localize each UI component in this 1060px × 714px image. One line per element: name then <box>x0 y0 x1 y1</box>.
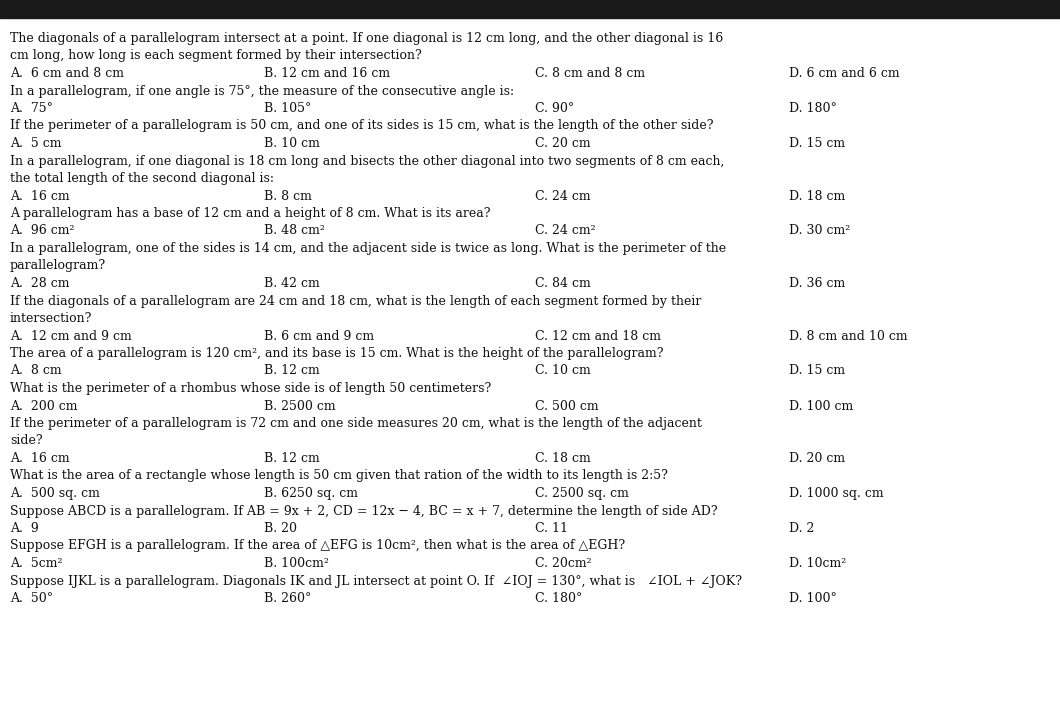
Text: Suppose EFGH is a parallelogram. If the area of △EFG is 10cm², then what is the : Suppose EFGH is a parallelogram. If the … <box>10 540 625 553</box>
Text: A.  28 cm: A. 28 cm <box>10 277 70 290</box>
Text: C. 10 cm: C. 10 cm <box>534 365 590 378</box>
Text: In a parallelogram, if one diagonal is 18 cm long and bisects the other diagonal: In a parallelogram, if one diagonal is 1… <box>10 154 724 168</box>
Text: D. 15 cm: D. 15 cm <box>789 137 845 150</box>
Text: B. 12 cm: B. 12 cm <box>264 452 320 465</box>
Text: A.  9: A. 9 <box>10 522 39 535</box>
Text: D. 100°: D. 100° <box>789 592 837 605</box>
Text: A.  75°: A. 75° <box>10 102 53 115</box>
Text: If the perimeter of a parallelogram is 50 cm, and one of its sides is 15 cm, wha: If the perimeter of a parallelogram is 5… <box>10 119 713 133</box>
Text: A.  16 cm: A. 16 cm <box>10 452 70 465</box>
Text: B. 10 cm: B. 10 cm <box>264 137 320 150</box>
Text: B. 105°: B. 105° <box>264 102 312 115</box>
Text: D. 6 cm and 6 cm: D. 6 cm and 6 cm <box>789 67 900 80</box>
Text: Suppose IJKL is a parallelogram. Diagonals IK and JL intersect at point O. If  ∠: Suppose IJKL is a parallelogram. Diagona… <box>10 575 742 588</box>
Text: D. 2: D. 2 <box>789 522 814 535</box>
Text: parallelogram?: parallelogram? <box>10 259 106 273</box>
Text: A.  50°: A. 50° <box>10 592 53 605</box>
Text: B. 20: B. 20 <box>264 522 298 535</box>
Text: B. 42 cm: B. 42 cm <box>264 277 320 290</box>
Text: B. 100cm²: B. 100cm² <box>264 557 330 570</box>
Text: B. 6250 sq. cm: B. 6250 sq. cm <box>264 487 358 500</box>
Text: side?: side? <box>10 435 42 448</box>
Text: A.  16 cm: A. 16 cm <box>10 189 70 203</box>
Text: The area of a parallelogram is 120 cm², and its base is 15 cm. What is the heigh: The area of a parallelogram is 120 cm², … <box>10 347 664 360</box>
Text: D. 1000 sq. cm: D. 1000 sq. cm <box>789 487 884 500</box>
Text: D. 100 cm: D. 100 cm <box>789 400 853 413</box>
Text: B. 12 cm: B. 12 cm <box>264 365 320 378</box>
Text: A.  200 cm: A. 200 cm <box>10 400 77 413</box>
Text: cm long, how long is each segment formed by their intersection?: cm long, how long is each segment formed… <box>10 49 422 63</box>
Text: If the diagonals of a parallelogram are 24 cm and 18 cm, what is the length of e: If the diagonals of a parallelogram are … <box>10 294 702 308</box>
Text: D. 180°: D. 180° <box>789 102 837 115</box>
Text: intersection?: intersection? <box>10 312 92 325</box>
Text: C. 18 cm: C. 18 cm <box>534 452 590 465</box>
Text: D. 15 cm: D. 15 cm <box>789 365 845 378</box>
Text: C. 24 cm²: C. 24 cm² <box>534 224 596 238</box>
Text: C. 20cm²: C. 20cm² <box>534 557 591 570</box>
Text: C. 12 cm and 18 cm: C. 12 cm and 18 cm <box>534 329 660 343</box>
Text: Suppose ABCD is a parallelogram. If AB = 9x + 2, CD = 12x − 4, BC = x + 7, deter: Suppose ABCD is a parallelogram. If AB =… <box>10 505 718 518</box>
Text: In a parallelogram, one of the sides is 14 cm, and the adjacent side is twice as: In a parallelogram, one of the sides is … <box>10 242 726 255</box>
Text: B. 260°: B. 260° <box>264 592 312 605</box>
Text: If the perimeter of a parallelogram is 72 cm and one side measures 20 cm, what i: If the perimeter of a parallelogram is 7… <box>10 417 702 430</box>
Text: D. 20 cm: D. 20 cm <box>789 452 845 465</box>
Text: A.  5 cm: A. 5 cm <box>10 137 61 150</box>
Text: C. 20 cm: C. 20 cm <box>534 137 590 150</box>
Text: A.  500 sq. cm: A. 500 sq. cm <box>10 487 100 500</box>
Text: D. 18 cm: D. 18 cm <box>789 189 846 203</box>
Text: C. 500 cm: C. 500 cm <box>534 400 598 413</box>
Text: A.  96 cm²: A. 96 cm² <box>10 224 74 238</box>
Text: D. 8 cm and 10 cm: D. 8 cm and 10 cm <box>789 329 907 343</box>
Text: C. 8 cm and 8 cm: C. 8 cm and 8 cm <box>534 67 644 80</box>
Text: C. 180°: C. 180° <box>534 592 582 605</box>
Text: The diagonals of a parallelogram intersect at a point. If one diagonal is 12 cm : The diagonals of a parallelogram interse… <box>10 32 723 45</box>
Text: the total length of the second diagonal is:: the total length of the second diagonal … <box>10 172 273 185</box>
Text: B. 2500 cm: B. 2500 cm <box>264 400 336 413</box>
Text: C. 90°: C. 90° <box>534 102 573 115</box>
Text: C. 2500 sq. cm: C. 2500 sq. cm <box>534 487 629 500</box>
Text: D. 10cm²: D. 10cm² <box>789 557 846 570</box>
Text: B. 12 cm and 16 cm: B. 12 cm and 16 cm <box>264 67 390 80</box>
Text: A.  6 cm and 8 cm: A. 6 cm and 8 cm <box>10 67 124 80</box>
Text: B. 48 cm²: B. 48 cm² <box>264 224 325 238</box>
Text: D. 30 cm²: D. 30 cm² <box>789 224 850 238</box>
Text: B. 8 cm: B. 8 cm <box>264 189 313 203</box>
Text: In a parallelogram, if one angle is 75°, the measure of the consecutive angle is: In a parallelogram, if one angle is 75°,… <box>10 84 514 98</box>
Text: D. 36 cm: D. 36 cm <box>789 277 846 290</box>
Text: What is the perimeter of a rhombus whose side is of length 50 centimeters?: What is the perimeter of a rhombus whose… <box>10 382 491 395</box>
Text: A.  5cm²: A. 5cm² <box>10 557 63 570</box>
Text: C. 11: C. 11 <box>534 522 568 535</box>
Text: C. 84 cm: C. 84 cm <box>534 277 590 290</box>
Text: A.  12 cm and 9 cm: A. 12 cm and 9 cm <box>10 329 131 343</box>
Text: C. 24 cm: C. 24 cm <box>534 189 590 203</box>
Text: What is the area of a rectangle whose length is 50 cm given that ration of the w: What is the area of a rectangle whose le… <box>10 470 668 483</box>
Text: A.  8 cm: A. 8 cm <box>10 365 61 378</box>
Text: B. 6 cm and 9 cm: B. 6 cm and 9 cm <box>264 329 374 343</box>
Bar <box>0 0 1060 18</box>
Text: A parallelogram has a base of 12 cm and a height of 8 cm. What is its area?: A parallelogram has a base of 12 cm and … <box>10 207 491 220</box>
